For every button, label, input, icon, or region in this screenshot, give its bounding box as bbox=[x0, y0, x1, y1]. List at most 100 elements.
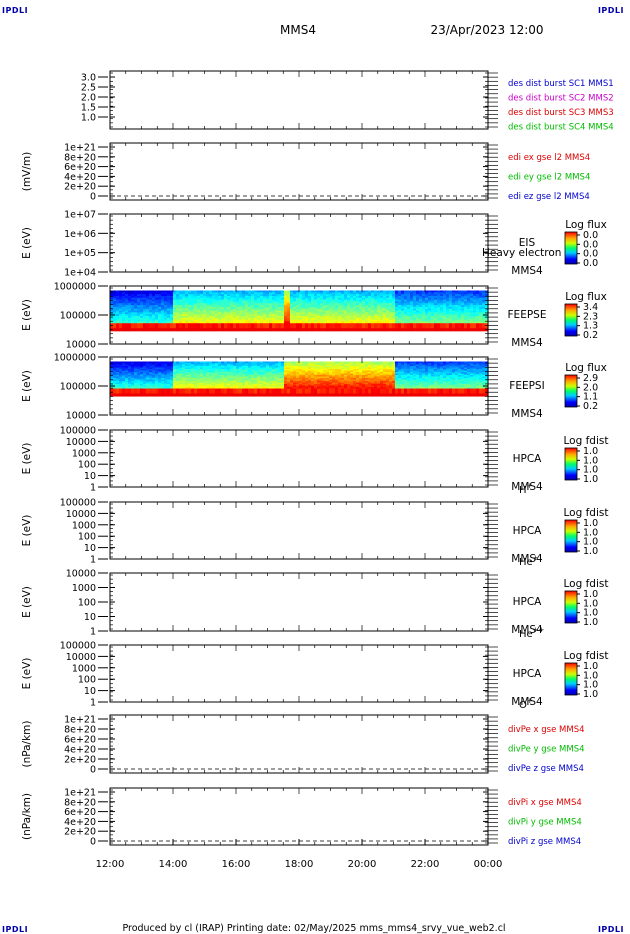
spectrogram-cell bbox=[254, 388, 258, 397]
spectrogram-cell bbox=[161, 384, 165, 387]
spectrogram-cell bbox=[401, 303, 405, 306]
spectrogram-cell bbox=[275, 323, 279, 332]
spectrogram-cell bbox=[362, 370, 366, 373]
spectrogram-cell bbox=[365, 310, 369, 313]
spectrogram-cell bbox=[263, 290, 267, 293]
spectrogram-cell bbox=[284, 364, 288, 367]
panel-frame bbox=[109, 213, 489, 273]
spectrogram-cell bbox=[164, 369, 168, 372]
spectrogram-cell bbox=[284, 375, 288, 378]
spectrogram-cell bbox=[221, 297, 225, 301]
spectrogram-cell bbox=[467, 319, 471, 323]
spectrogram-cell bbox=[389, 388, 393, 397]
spectrogram-cell bbox=[434, 308, 438, 312]
spectrogram-cell bbox=[227, 312, 231, 315]
spectrogram-cell bbox=[140, 312, 144, 315]
spectrogram-cell bbox=[311, 310, 315, 313]
spectrogram-cell bbox=[383, 315, 387, 319]
spectrogram-cell bbox=[242, 364, 246, 367]
spectrogram-cell bbox=[293, 367, 297, 370]
spectrogram-cell bbox=[362, 295, 366, 299]
spectrogram-cell bbox=[452, 370, 456, 373]
spectrogram-cell bbox=[359, 376, 363, 379]
spectrogram-cell bbox=[452, 376, 456, 379]
spectrogram-cell bbox=[227, 290, 231, 293]
spectrogram-cell bbox=[476, 317, 480, 321]
spectrogram-cell bbox=[380, 294, 384, 297]
spectrogram-cell bbox=[392, 294, 396, 297]
spectrogram-cell bbox=[326, 388, 330, 397]
spectrogram-cell bbox=[404, 382, 408, 385]
spectrogram-cell bbox=[200, 376, 204, 379]
spectrogram-cell bbox=[254, 378, 258, 381]
spectrogram-cell bbox=[149, 367, 153, 370]
spectrogram-cell bbox=[227, 292, 231, 295]
spectrogram-cell bbox=[446, 364, 450, 367]
spectrogram-cell bbox=[251, 317, 255, 321]
spectrogram-cell bbox=[335, 290, 339, 293]
spectrogram-cell bbox=[236, 301, 240, 304]
spectrogram-cell bbox=[113, 385, 117, 388]
spectrogram-cell bbox=[392, 305, 396, 308]
spectrogram-cell bbox=[215, 295, 219, 299]
spectrogram-cell bbox=[392, 297, 396, 301]
spectrogram-cell bbox=[128, 315, 132, 319]
spectrogram-cell bbox=[206, 370, 210, 373]
spectrogram-cell bbox=[485, 321, 489, 324]
spectrogram-cell bbox=[374, 373, 378, 376]
spectrogram-cell bbox=[236, 315, 240, 319]
spectrogram-cell bbox=[401, 295, 405, 299]
spectrogram-cell bbox=[377, 295, 381, 299]
spectrogram-cell bbox=[287, 376, 291, 379]
spectrogram-cell bbox=[410, 305, 414, 308]
spectrogram-cell bbox=[287, 387, 291, 390]
spectrogram-cell bbox=[296, 314, 300, 317]
spectrogram-cell bbox=[311, 384, 315, 387]
spectrogram-cell bbox=[215, 297, 219, 301]
spectrogram-cell bbox=[290, 362, 294, 366]
spectrogram-cell bbox=[149, 317, 153, 321]
spectrogram-cell bbox=[149, 321, 153, 324]
spectrogram-cell bbox=[122, 378, 126, 381]
spectrogram-cell bbox=[341, 376, 345, 379]
spectrogram-cell bbox=[197, 364, 201, 367]
spectrogram-cell bbox=[395, 290, 399, 293]
spectrogram-cell bbox=[404, 367, 408, 370]
spectrogram-cell bbox=[116, 364, 120, 367]
spectrogram-cell bbox=[245, 295, 249, 299]
spectrogram-cell bbox=[467, 369, 471, 372]
spectrogram-cell bbox=[350, 292, 354, 295]
spectrogram-cell bbox=[278, 373, 282, 376]
spectrogram-cell bbox=[344, 367, 348, 370]
spectrogram-cell bbox=[344, 376, 348, 379]
spectrogram-cell bbox=[263, 373, 267, 376]
spectrogram-cell bbox=[305, 381, 309, 384]
spectrogram-cell bbox=[344, 301, 348, 304]
spectrogram-cell bbox=[428, 305, 432, 308]
spectrogram-cell bbox=[119, 299, 123, 302]
spectrogram-cell bbox=[164, 362, 168, 366]
spectrogram-cell bbox=[275, 299, 279, 302]
spectrogram-cell bbox=[125, 306, 129, 310]
spectrogram-cell bbox=[206, 292, 210, 295]
spectrogram-cell bbox=[365, 369, 369, 372]
spectrogram-cell bbox=[155, 295, 159, 299]
spectrogram-cell bbox=[179, 295, 183, 299]
y-axis-label: E (eV) bbox=[21, 299, 33, 331]
spectrogram-cell bbox=[182, 372, 186, 375]
spectrogram-cell bbox=[128, 306, 132, 310]
spectrogram-cell bbox=[470, 381, 474, 384]
spectrogram-cell bbox=[197, 290, 201, 293]
spectrogram-cell bbox=[320, 384, 324, 387]
spectrogram-cell bbox=[467, 388, 471, 397]
spectrogram-cell bbox=[434, 373, 438, 376]
spectrogram-cell bbox=[359, 306, 363, 310]
spectrogram-cell bbox=[179, 312, 183, 315]
spectrogram-cell bbox=[263, 301, 267, 304]
spectrogram-cell bbox=[380, 373, 384, 376]
spectrogram-cell bbox=[398, 312, 402, 315]
spectrogram-cell bbox=[455, 372, 459, 375]
spectrogram-cell bbox=[164, 321, 168, 324]
spectrogram-cell bbox=[296, 375, 300, 378]
